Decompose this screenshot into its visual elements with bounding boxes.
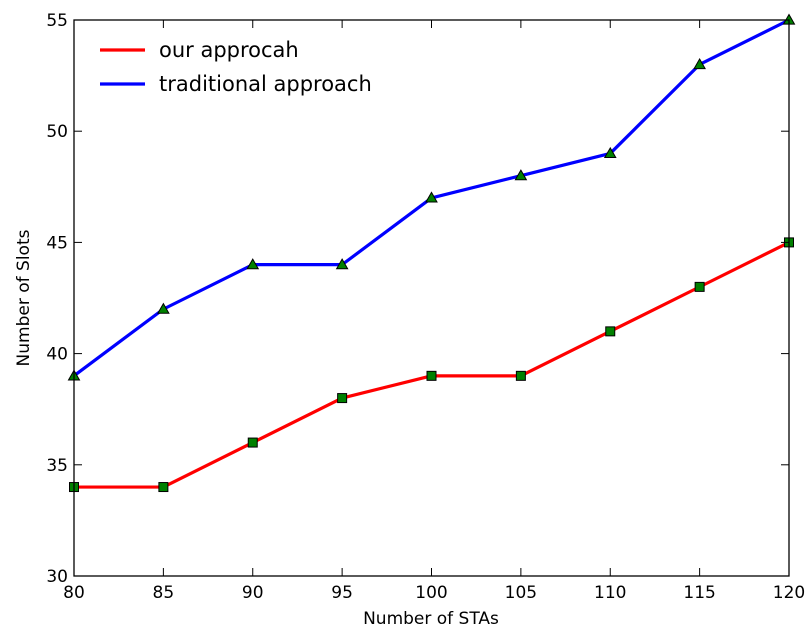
tick-layer: 80 85 90 95 100 105 110 115 120 30 35 40 45 50 55 <box>46 11 805 603</box>
legend: our approcah traditional approach <box>100 38 372 96</box>
x-tick-label-0: 80 <box>63 583 85 603</box>
y-tick-label-4: 50 <box>46 122 68 142</box>
x-tick-label-7: 115 <box>683 583 715 603</box>
frame-layer <box>73 19 790 577</box>
legend-label-1: traditional approach <box>159 72 372 96</box>
y-axis-title: Number of Slots <box>14 229 34 366</box>
x-tick-label-3: 95 <box>331 583 353 603</box>
x-tick-label-4: 100 <box>415 583 447 603</box>
x-tick-label-6: 110 <box>594 583 626 603</box>
data-point-s0-2 <box>247 437 258 448</box>
data-point-s1-4 <box>425 191 438 203</box>
y-tick-label-0: 30 <box>46 567 68 587</box>
data-point-s0-7 <box>694 281 705 292</box>
data-point-s0-6 <box>605 326 616 337</box>
y-tick-label-1: 35 <box>46 456 68 476</box>
x-tick-label-8: 120 <box>773 583 805 603</box>
data-point-s1-7 <box>693 57 706 70</box>
y-tick-label-5: 55 <box>46 11 68 31</box>
x-axis-title: Number of STAs <box>363 609 499 629</box>
legend-label-0: our approcah <box>159 38 299 62</box>
x-tick-label-5: 105 <box>505 583 537 603</box>
data-point-s0-1 <box>158 482 169 493</box>
series-line-0 <box>74 240 790 489</box>
data-point-s1-3 <box>335 258 349 270</box>
data-point-s0-3 <box>337 393 348 404</box>
y-tick-label-3: 45 <box>46 233 68 253</box>
data-point-s1-6 <box>603 146 617 159</box>
data-point-s0-4 <box>426 370 437 381</box>
plot-layer <box>67 13 796 493</box>
data-point-s1-1 <box>157 302 170 314</box>
x-tick-label-1: 85 <box>153 583 175 603</box>
x-tick-label-2: 90 <box>242 583 264 603</box>
data-point-s1-2 <box>246 258 260 270</box>
plot-frame <box>73 19 790 577</box>
y-tick-label-2: 40 <box>46 345 68 365</box>
data-point-s0-5 <box>515 370 526 381</box>
data-point-s1-5 <box>514 169 528 181</box>
